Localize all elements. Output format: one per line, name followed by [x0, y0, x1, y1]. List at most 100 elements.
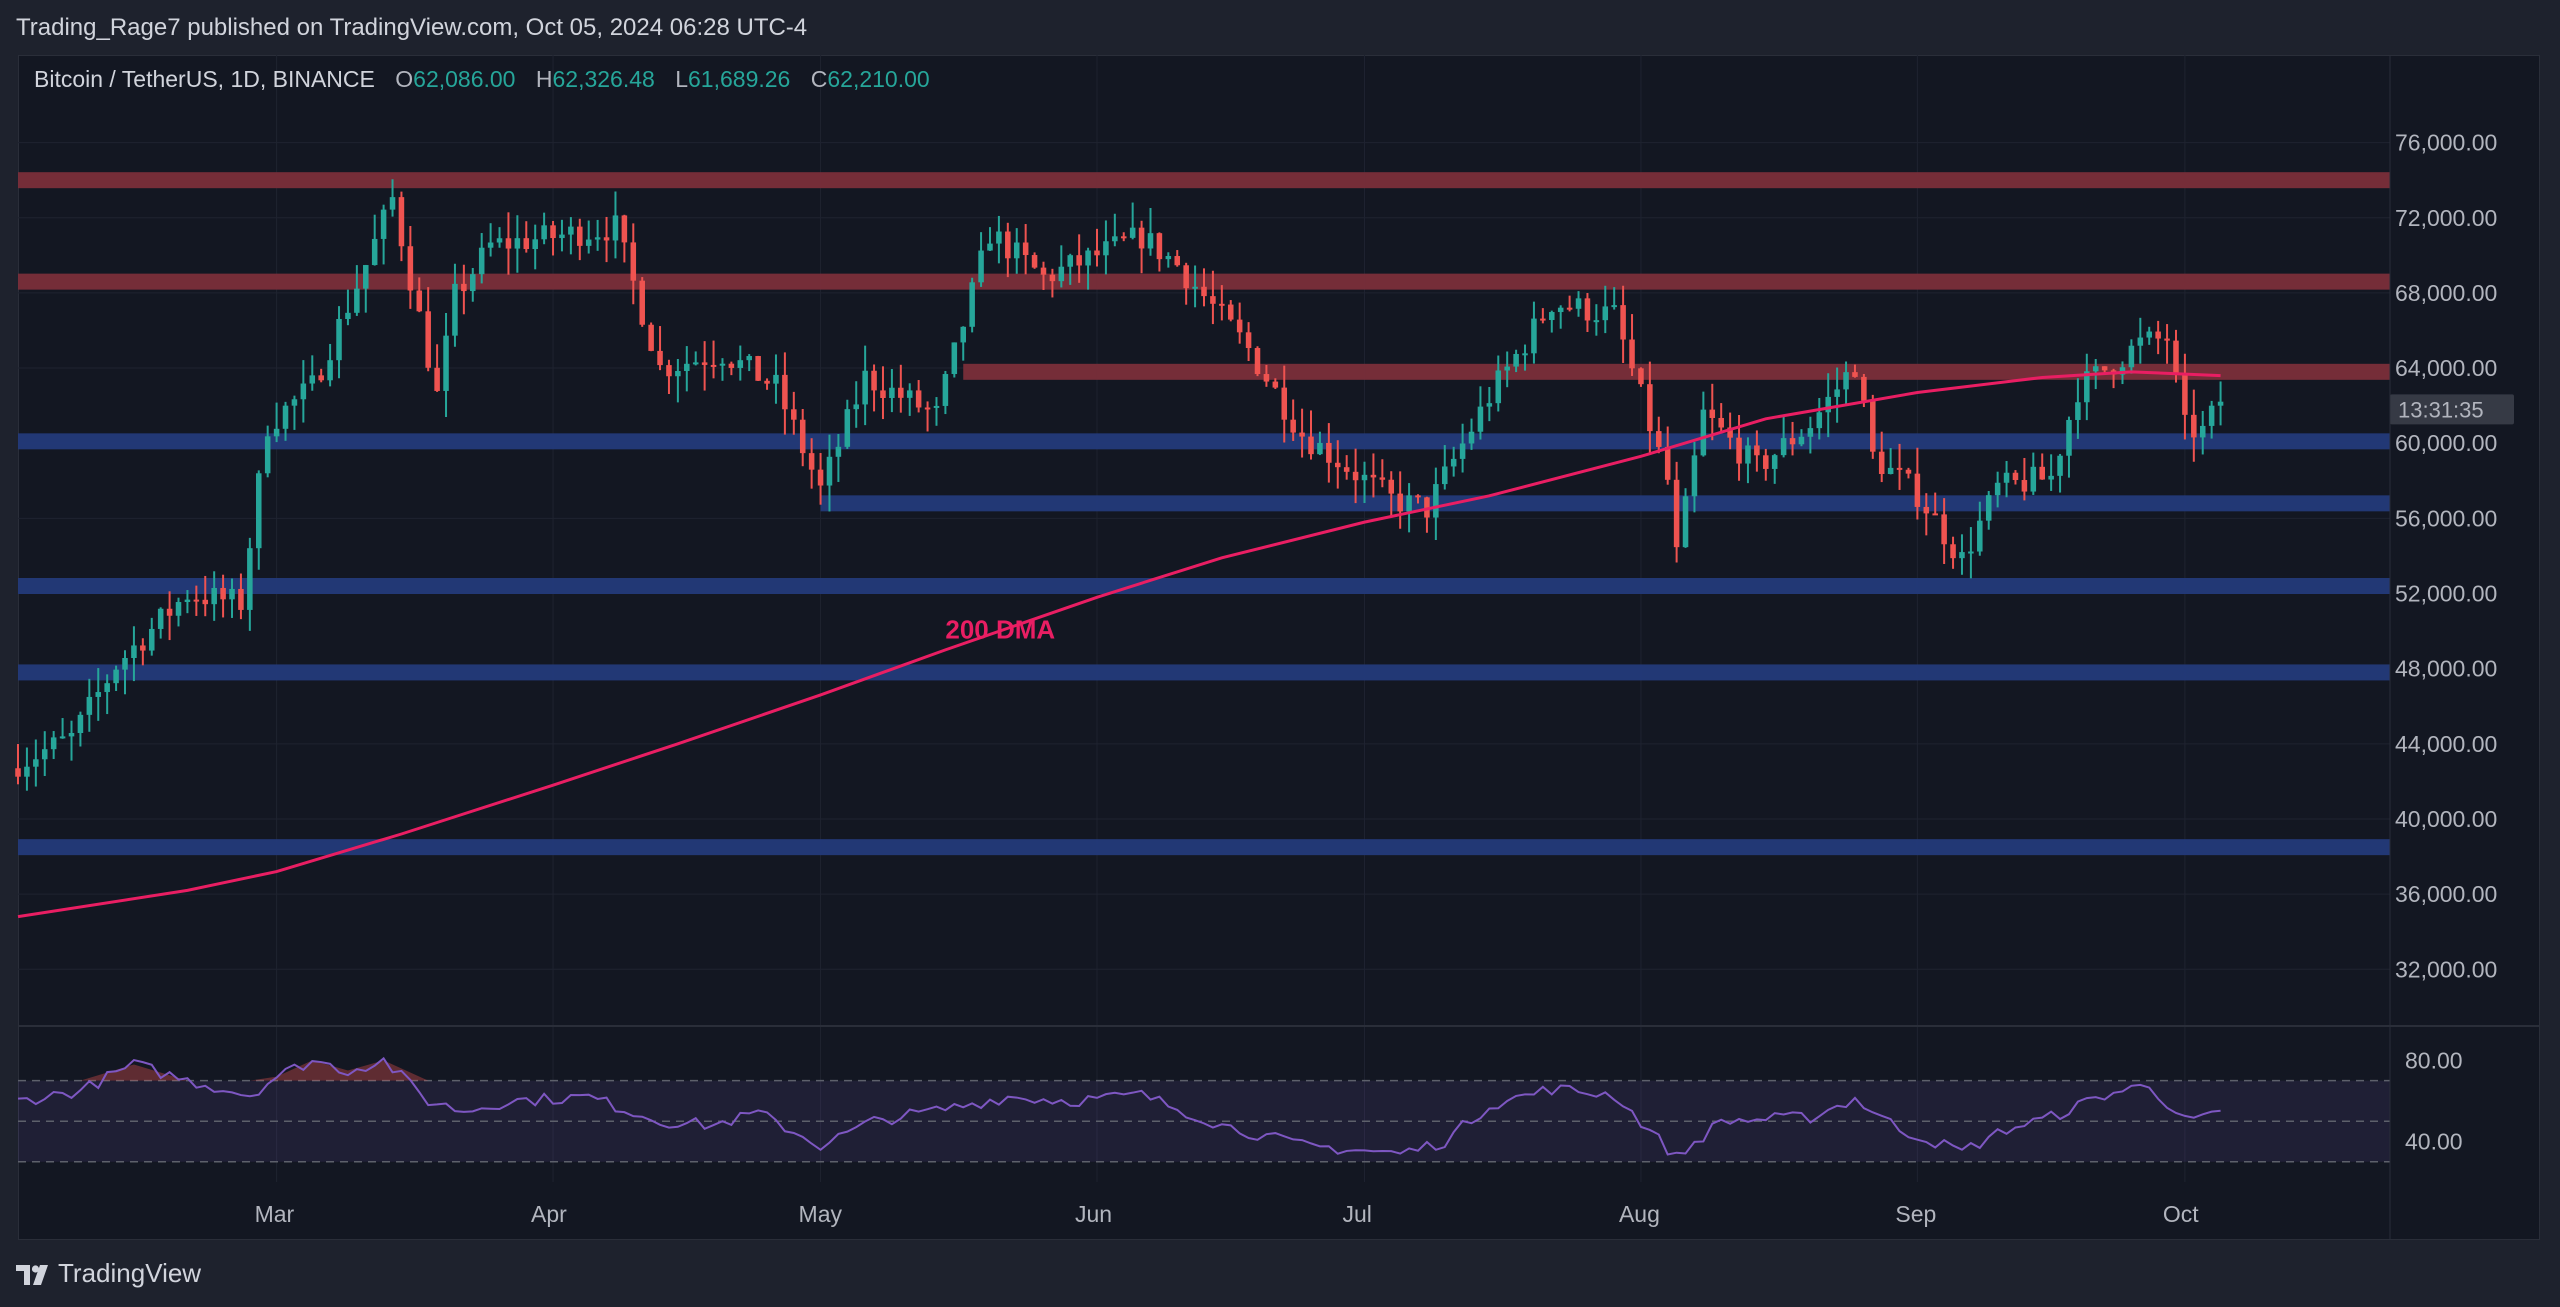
candle-body	[354, 288, 360, 313]
candle-body	[2191, 414, 2197, 438]
candle-body	[1504, 366, 1510, 371]
candle-body	[300, 383, 307, 400]
candle-body	[470, 274, 476, 292]
candle-body	[826, 456, 833, 486]
candle-body	[496, 238, 503, 243]
ma-200-line	[17, 370, 2221, 919]
candle-body	[1682, 496, 1689, 548]
candle-body	[371, 238, 378, 266]
candle-body	[363, 265, 369, 289]
price-tick-label: 72,000.00	[2395, 205, 2497, 231]
candle-body	[1789, 438, 1796, 445]
candle-body	[1932, 513, 1938, 516]
candle-body	[1219, 303, 1225, 306]
candle-body	[906, 390, 913, 398]
footer-brand[interactable]: TradingView	[16, 1258, 201, 1294]
candle-body	[1005, 231, 1011, 259]
candle-body	[960, 326, 966, 343]
candle-body	[746, 356, 752, 361]
price-tick-label: 76,000.00	[2395, 130, 2497, 156]
candle-body	[1352, 471, 1359, 481]
candle-body	[2155, 331, 2161, 339]
candle-body	[247, 548, 253, 610]
candle-body	[657, 350, 663, 366]
candle-body	[1326, 442, 1332, 463]
candle-body	[1120, 236, 1127, 239]
candle-body	[256, 473, 262, 549]
candle-body	[1566, 307, 1573, 310]
candle-body	[933, 405, 940, 408]
price-tick-label: 32,000.00	[2395, 956, 2497, 982]
candle-body	[41, 749, 48, 760]
candle-body	[1013, 242, 1020, 259]
candle-body	[1281, 387, 1288, 420]
candle-body	[799, 419, 806, 454]
candle-body	[1727, 427, 1733, 438]
candle-body	[1959, 552, 1965, 559]
candle-body	[541, 225, 547, 240]
candle-body	[1477, 406, 1484, 432]
candle-body	[50, 737, 57, 750]
candle-body	[505, 238, 512, 249]
candle-body	[1834, 389, 1840, 397]
candle-body	[1442, 466, 1448, 485]
candle-body	[532, 239, 538, 250]
candle-body	[1112, 236, 1118, 242]
candle-body	[1227, 304, 1234, 320]
candle-body	[1629, 339, 1635, 369]
time-tick-label: May	[799, 1201, 843, 1227]
candle-body	[327, 360, 333, 381]
candle-body	[33, 759, 39, 767]
candle-body	[1129, 227, 1136, 238]
candle-body	[416, 290, 423, 312]
high-key: H	[535, 66, 553, 92]
candle-body	[2030, 466, 2037, 492]
candle-body	[452, 283, 458, 336]
candle-body	[122, 658, 128, 670]
candle-body	[987, 243, 993, 251]
candle-body	[2146, 331, 2152, 338]
candle-body	[59, 736, 66, 739]
time-tick-label: Mar	[255, 1201, 295, 1227]
candle-body	[113, 669, 119, 684]
top-bar: Trading_Rage7 published on TradingView.c…	[0, 0, 2560, 55]
candle-body	[1611, 305, 1617, 308]
candle-body	[1691, 455, 1698, 497]
publisher-line: Trading_Rage7 published on TradingView.c…	[16, 14, 808, 41]
candle-body	[1771, 455, 1778, 469]
candle-body	[68, 732, 75, 737]
candle-body	[719, 363, 726, 366]
candle-body	[2101, 366, 2108, 371]
candle-body	[336, 318, 342, 361]
candle-body	[1138, 227, 1145, 249]
candle-body	[1236, 319, 1243, 333]
tradingview-logo-icon	[16, 1265, 48, 1286]
candle-body	[514, 238, 521, 249]
candle-body	[2182, 373, 2188, 415]
candle-body	[898, 387, 904, 398]
candle-body	[1780, 438, 1787, 456]
candle-body	[380, 209, 387, 239]
candle-body	[1905, 469, 1912, 474]
candle-body	[1379, 477, 1386, 480]
candle-body	[1031, 255, 1038, 268]
open-key: O	[395, 66, 414, 92]
symbol-label[interactable]: Bitcoin / TetherUS, 1D, BINANCE	[34, 66, 375, 92]
candle-body	[1094, 250, 1100, 256]
candle-body	[844, 409, 851, 447]
candle-body	[1245, 332, 1252, 349]
candle-body	[318, 375, 324, 381]
low-key: L	[675, 66, 689, 92]
price-tick-label: 64,000.00	[2395, 355, 2497, 381]
candle-body	[434, 367, 440, 391]
candle-body	[1575, 298, 1582, 309]
candle-body	[2012, 472, 2019, 481]
candle-body	[1673, 479, 1680, 548]
candle-body	[1861, 376, 1867, 401]
time-tick-label: Apr	[531, 1201, 567, 1227]
candle-body	[140, 645, 146, 651]
candle-body	[1433, 484, 1439, 518]
candle-body	[630, 242, 637, 281]
candle-body	[1718, 417, 1724, 428]
